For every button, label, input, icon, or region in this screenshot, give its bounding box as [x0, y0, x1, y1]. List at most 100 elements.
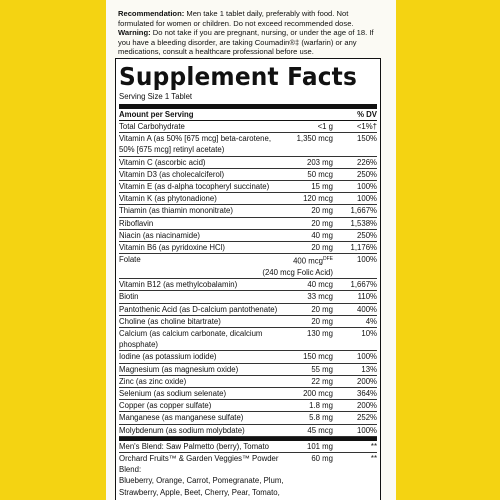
- nutrient-name: Manganese (as manganese sulfate): [119, 413, 244, 423]
- amount: 40 mg: [311, 230, 333, 240]
- nutrient-row: Magnesium (as magnesium oxide) 55 mg 13%: [119, 364, 377, 376]
- amount-cell: 1.8 mg: [287, 400, 333, 411]
- amount: 45 mcg: [307, 425, 333, 435]
- amount: <1 g: [317, 122, 333, 131]
- nutrient-name: Molybdenum (as sodium molybdate): [119, 425, 245, 435]
- daily-value: 100%: [357, 255, 377, 265]
- amount-cell: 5.8 mg: [287, 412, 333, 423]
- nutrient-rows: Total Carbohydrate <1 g <1%† Vitamin A (as …: [119, 121, 377, 500]
- nutrient-row: Zinc (as zinc oxide) 22 mg 200%: [119, 376, 377, 389]
- nutrient-row: Choline (as choline bitartrate) 20 mg 4%: [119, 316, 377, 329]
- amount-cell: 50 mcg: [287, 169, 333, 180]
- daily-value: 100%: [357, 352, 377, 362]
- amount-cell: 101 mg: [287, 441, 333, 452]
- nutrient-row: Orchard Fruits™ & Garden Veggies™ Powder…: [119, 453, 377, 500]
- nutrient-row: Riboflavin 20 mg 1,538%: [119, 218, 377, 230]
- nutrient-name: Copper (as copper sulfate): [119, 401, 212, 411]
- daily-value: **: [370, 454, 377, 464]
- daily-value: 200%: [357, 376, 377, 386]
- daily-value: **: [370, 441, 377, 451]
- amount-cell: 200 mcg: [287, 388, 333, 399]
- serving-size: Serving Size 1 Tablet: [119, 91, 377, 109]
- daily-value: 1,667%: [350, 206, 377, 216]
- amount: 20 mg: [311, 206, 333, 216]
- nutrient-name: Pantothenic Acid (as D-calcium pantothen…: [119, 304, 278, 314]
- nutrient-name: Vitamin D3 (as cholecalciferol): [119, 169, 225, 179]
- nutrient-row: Vitamin B12 (as methylcobalamin) 40 mcg 1,…: [119, 279, 377, 292]
- amount-cell: 400 mcgDFE (240 mcg Folic Acid): [262, 254, 333, 278]
- amount-cell: 1,350 mcg: [287, 133, 333, 155]
- daily-value: 100%: [357, 194, 377, 204]
- amount: 150 mcg: [303, 352, 333, 362]
- amount-cell: 45 mcg: [287, 425, 333, 436]
- nutrient-row: Folate 400 mcgDFE (240 mcg Folic Acid) 100%: [119, 254, 377, 280]
- facts-title: Supplement Facts: [119, 62, 358, 91]
- amount-line: 400 mcgDFE: [293, 254, 333, 267]
- nutrient-row: Molybdenum (as sodium molybdate) 45 mcg 10…: [119, 425, 377, 437]
- amount-cell: 55 mg: [287, 364, 333, 375]
- nutrient-name: Total Carbohydrate: [119, 122, 185, 131]
- nutrient-row: Vitamin A (as 50% [675 mcg] beta-caroten…: [119, 133, 377, 157]
- nutrient-row: Vitamin B6 (as pyridoxine HCl) 20 mg 1,176…: [119, 242, 377, 255]
- nutrient-name: Biotin: [119, 292, 139, 302]
- daily-value: 400%: [357, 304, 377, 314]
- amount-cell: 20 mg: [287, 218, 333, 229]
- amount: 22 mg: [311, 376, 333, 386]
- amount: 5.8 mg: [309, 413, 333, 423]
- rec-label: Recommendation:: [118, 9, 185, 18]
- nutrient-name: Iodine (as potassium iodide): [119, 352, 217, 362]
- amount: 33 mcg: [307, 292, 333, 302]
- nutrient-name: Vitamin B12 (as methylcobalamin): [119, 280, 238, 290]
- daily-value: 150%: [357, 134, 377, 144]
- rec-text: Men take 1 tablet daily, preferably with…: [118, 9, 354, 28]
- amount: 400 mcg: [293, 256, 323, 266]
- amount-cell: 203 mg: [287, 157, 333, 168]
- daily-value: 10%: [361, 329, 377, 339]
- nutrient-name: Vitamin A (as 50% [675 mcg] beta-caroten…: [119, 134, 271, 155]
- amount: 20 mg: [311, 304, 333, 314]
- nutrient-row: Selenium (as sodium selenate) 200 mcg 364%: [119, 388, 377, 401]
- daily-value: 100%: [357, 425, 377, 435]
- daily-value: 200%: [357, 401, 377, 411]
- nutrient-row: Vitamin K (as phytonadione) 120 mcg 100%: [119, 193, 377, 206]
- warning-text: Do not take if you are pregnant, nursing…: [118, 28, 374, 57]
- nutrient-name: Riboflavin: [119, 218, 154, 228]
- amount-cell: 40 mg: [287, 230, 333, 241]
- nutrient-row: Calcium (as calcium carbonate, dicalcium…: [119, 328, 377, 352]
- amount-cell: 33 mcg: [287, 291, 333, 302]
- amount: 55 mg: [311, 364, 333, 374]
- table-header: Amount per Serving % DV: [119, 109, 377, 121]
- amount: 1,350 mcg: [296, 134, 333, 144]
- nutrient-row: Niacin (as niacinamide) 40 mg 250%: [119, 230, 377, 243]
- nutrient-row: Thiamin (as thiamin mononitrate) 20 mg 1,6…: [119, 205, 377, 218]
- daily-value: 110%: [357, 292, 377, 302]
- amount-cell: 60 mg: [287, 453, 333, 475]
- amount-cell: 130 mg: [287, 328, 333, 350]
- nutrient-row: Biotin 33 mcg 110%: [119, 291, 377, 304]
- nutrient-name: Vitamin K (as phytonadione): [119, 194, 217, 204]
- nutrient-name: Folate: [119, 255, 141, 265]
- nutrient-row: Copper (as copper sulfate) 1.8 mg 200%: [119, 400, 377, 413]
- daily-value: 1,176%: [350, 243, 377, 253]
- nutrient-name: Selenium (as sodium selenate): [119, 389, 227, 399]
- daily-value: 250%: [357, 169, 377, 179]
- nutrient-row: Vitamin D3 (as cholecalciferol) 50 mcg 250…: [119, 169, 377, 182]
- nutrient-row: Pantothenic Acid (as D-calcium pantothen…: [119, 304, 377, 316]
- amount: 40 mcg: [307, 280, 333, 290]
- amount: 130 mg: [306, 329, 333, 339]
- header-dv: % DV: [357, 110, 377, 119]
- nutrient-name: Magnesium (as magnesium oxide): [119, 364, 239, 374]
- amount: 200 mcg: [303, 389, 333, 399]
- amount: 120 mcg: [303, 194, 333, 204]
- nutrient-row: Manganese (as manganese sulfate) 5.8 mg 25…: [119, 412, 377, 425]
- amount: 15 mg: [311, 182, 333, 192]
- amount-stack: 400 mcgDFE (240 mcg Folic Acid): [262, 254, 333, 278]
- amount-cell: 20 mg: [287, 242, 333, 253]
- daily-value: 226%: [357, 157, 377, 167]
- daily-value: 1,538%: [350, 218, 377, 228]
- nutrient-name: Vitamin E (as d-alpha tocopheryl succina…: [119, 182, 270, 192]
- amount-cell: 120 mcg: [287, 193, 333, 204]
- amount: 60 mg: [311, 454, 333, 464]
- amount-cell: 20 mg: [287, 316, 333, 327]
